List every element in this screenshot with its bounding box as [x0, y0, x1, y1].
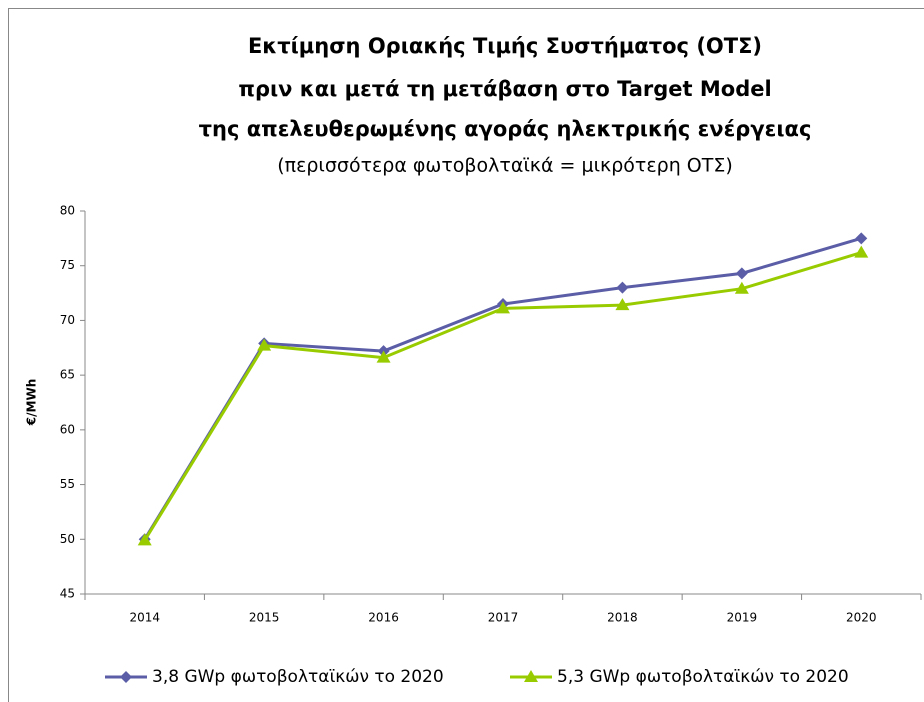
y-tick-label: 70 [60, 313, 75, 327]
x-tick-label: 2019 [727, 611, 758, 625]
x-tick-label: 2017 [488, 611, 519, 625]
chart-subtitle: (περισσότερα φωτοβολταϊκά = μικρότερη ΟΤ… [277, 155, 733, 177]
y-tick-label: 55 [60, 477, 75, 491]
y-tick-label: 65 [60, 368, 75, 382]
legend-label: 3,8 GWp φωτοβολταϊκών το 2020 [152, 667, 444, 687]
x-tick-label: 2018 [607, 611, 638, 625]
y-tick-label: 60 [60, 422, 75, 436]
chart-title: της απελευθερωμένης αγοράς ηλεκτρικής εν… [199, 117, 812, 141]
marker [735, 267, 748, 280]
y-tick-label: 45 [60, 587, 75, 601]
x-tick-label: 2016 [368, 611, 399, 625]
chart-title: Εκτίμηση Οριακής Τιμής Συστήματος (ΟΤΣ) [248, 34, 762, 58]
marker [257, 338, 272, 351]
marker [734, 281, 749, 294]
marker [524, 670, 538, 682]
x-tick-label: 2014 [129, 611, 160, 625]
marker [854, 245, 869, 258]
y-axis-label: €/MWh [25, 379, 39, 426]
legend-label: 5,3 GWp φωτοβολταϊκών το 2020 [557, 667, 849, 687]
y-tick-label: 50 [60, 532, 75, 546]
marker [855, 232, 868, 245]
y-tick-label: 80 [60, 204, 75, 218]
x-tick-label: 2015 [249, 611, 280, 625]
marker [616, 281, 629, 294]
x-tick-label: 2020 [846, 611, 877, 625]
marker [615, 298, 630, 311]
chart-frame [8, 8, 924, 702]
y-tick-label: 75 [60, 258, 75, 272]
marker [137, 533, 152, 546]
marker [120, 671, 132, 683]
marker [376, 350, 391, 363]
chart-title: πριν και μετά τη μετάβαση στο Target Mod… [238, 77, 771, 101]
marker [496, 301, 510, 314]
